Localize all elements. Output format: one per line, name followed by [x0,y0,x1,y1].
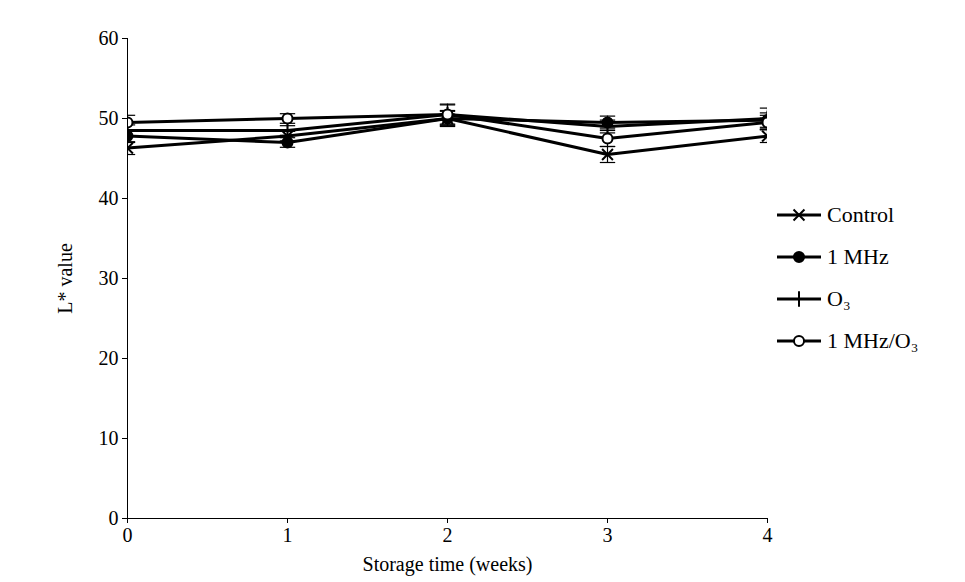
svg-text:10: 10 [99,427,119,449]
svg-text:0: 0 [123,524,133,546]
svg-text:Storage time (weeks): Storage time (weeks) [363,553,533,576]
svg-text:30: 30 [99,267,119,289]
html-text:O₃: O₃ [827,286,851,311]
svg-text:3: 3 [603,524,613,546]
svg-text:20: 20 [99,347,119,369]
svg-text:1: 1 [283,524,293,546]
svg-text:2: 2 [443,524,453,546]
svg-text:50: 50 [99,107,119,129]
html-text:Control: Control [827,202,895,227]
svg-text:40: 40 [99,187,119,209]
svg-text:4: 4 [763,524,773,546]
svg-text:L* value: L* value [54,243,76,314]
svg-text:60: 60 [99,27,119,49]
html-text:1 MHz/O₃: 1 MHz/O₃ [827,328,919,353]
html-text:1 MHz: 1 MHz [827,244,889,269]
svg-text:0: 0 [109,507,119,529]
